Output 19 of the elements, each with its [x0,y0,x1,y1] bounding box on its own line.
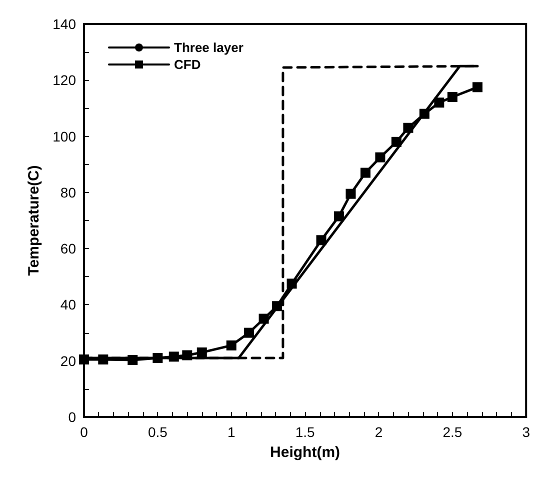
y-tick-label: 120 [52,72,76,88]
x-tick-label: 0.5 [148,424,168,440]
y-tick-label: 100 [52,128,76,144]
y-tick-label: 80 [60,184,76,200]
y-tick-label: 0 [68,409,76,425]
legend-label: CFD [174,57,201,72]
x-tick-label: 2 [374,424,383,440]
x-tick-label: 0 [80,424,88,440]
y-tick-label: 20 [60,352,76,369]
y-axis-title: Temperature(C) [26,165,43,276]
x-tick-label: 3 [522,424,530,440]
x-axis-title: Height(m) [270,444,340,461]
x-tick-label: 1.5 [295,424,315,440]
y-tick-label: 60 [60,240,76,257]
y-tick-label: 140 [52,16,76,32]
y-tick-label: 40 [60,296,76,313]
legend-label: Three layer [174,40,244,55]
x-tick-label: 2.5 [442,424,462,440]
x-tick-label: 1 [227,424,236,440]
